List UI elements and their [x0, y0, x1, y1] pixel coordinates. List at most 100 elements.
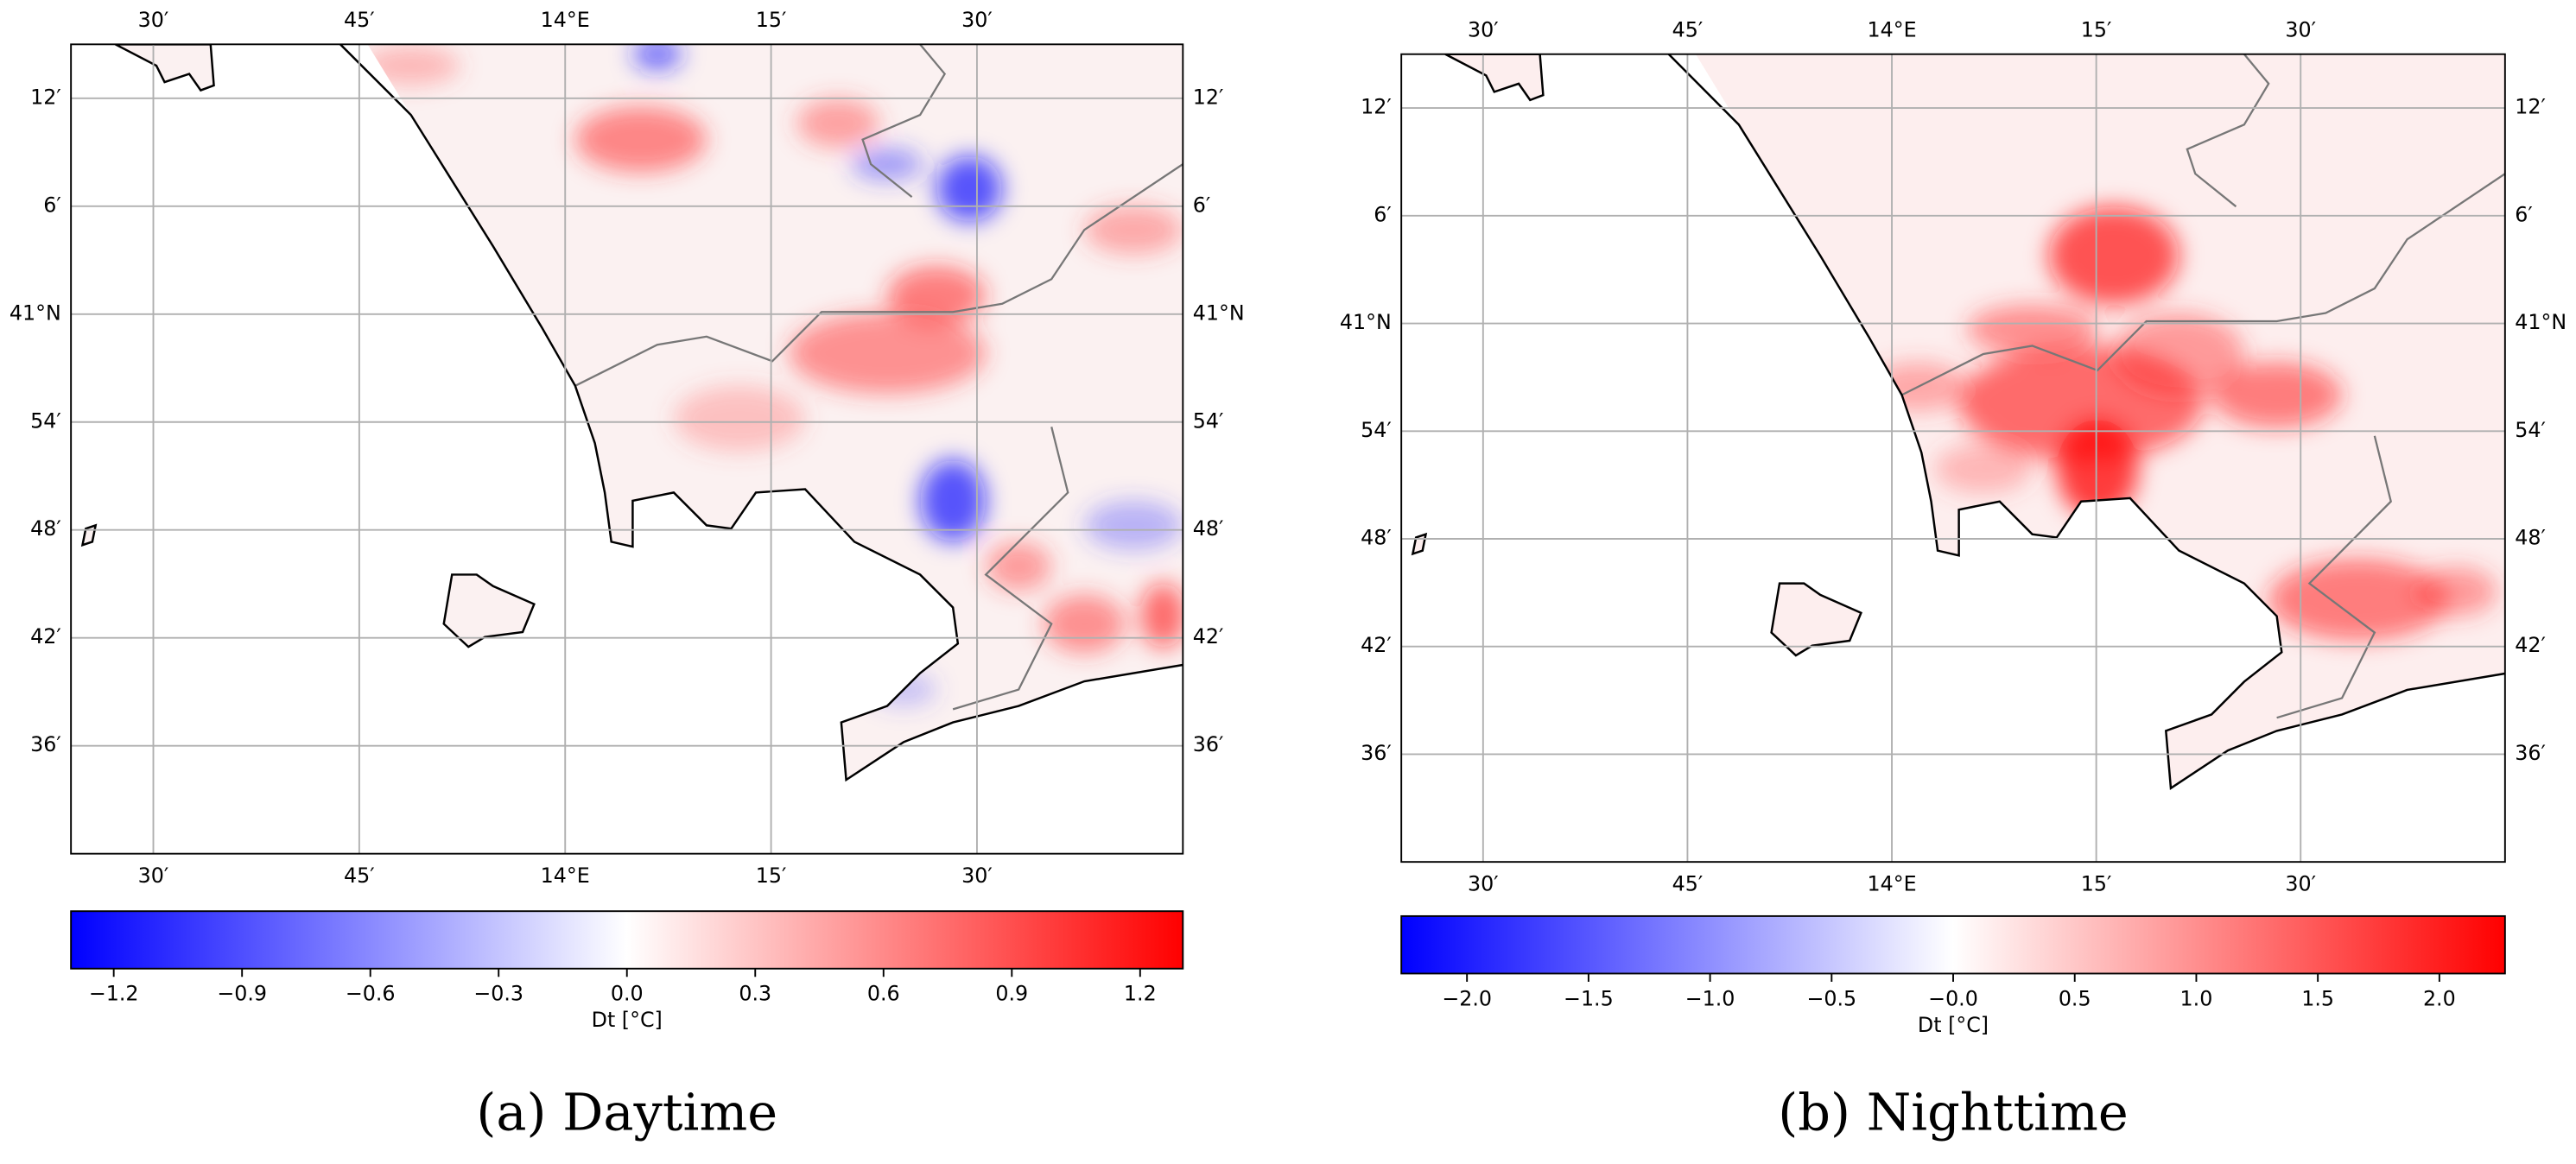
y-tick-label: 54′	[2515, 418, 2546, 442]
map-geometry	[71, 44, 1183, 854]
x-tick-label: 45′	[344, 864, 375, 888]
y-tick-label: 54′	[1361, 418, 1392, 442]
sea-mask	[71, 44, 1183, 854]
x-tick-label: 30′	[2285, 871, 2316, 895]
colorbar-tick-label: 2.0	[2423, 986, 2456, 1010]
x-tick-label: 14°E	[1867, 18, 1916, 42]
colorbar-tick-label: 0.5	[2059, 986, 2091, 1010]
island-outline	[80, 523, 98, 547]
island-fill	[1445, 54, 1544, 100]
coastline	[1667, 54, 2505, 790]
x-tick-label: 15′	[756, 8, 787, 32]
field-blob	[574, 106, 707, 173]
y-tick-label: 42′	[1361, 633, 1392, 657]
island-outline	[114, 44, 215, 92]
y-tick-label: 48′	[1193, 516, 1224, 541]
admin-border	[861, 44, 947, 199]
field-blob	[1967, 305, 2098, 354]
y-tick-label: 41°N	[2515, 310, 2566, 334]
x-tick-label: 45′	[1672, 18, 1704, 42]
colorbar: −2.0 −1.5 −1.0 −0.5 −0.0 0.5 1.0 1.5 2.0 Dt [°C]	[1400, 914, 2506, 1037]
y-tick-label: 12′	[2515, 95, 2546, 119]
x-tick-label: 14°E	[541, 8, 590, 32]
x-tick-label: 30′	[1468, 18, 1499, 42]
admin-border	[2276, 435, 2392, 719]
colorbar-tick-label: −0.5	[1806, 986, 1856, 1010]
y-tick-label: 6′	[1374, 202, 1392, 226]
admin-border	[2186, 54, 2270, 208]
map-geometry	[1401, 54, 2505, 863]
x-tick-label: 30′	[961, 8, 993, 32]
admin-border	[1901, 173, 2505, 396]
map-frame	[1400, 53, 2506, 864]
x-tick-label: 30′	[2285, 18, 2316, 42]
x-tick-label: 15′	[756, 864, 787, 888]
x-tick-label: 14°E	[1867, 871, 1916, 895]
island-outline	[1444, 54, 1545, 102]
field-blob	[789, 312, 987, 395]
x-tick-label: 15′	[2081, 18, 2112, 42]
y-tick-label: 41°N	[10, 300, 61, 325]
y-tick-label: 48′	[2515, 525, 2546, 549]
field-blob	[632, 44, 682, 71]
colorbar-tick-label: −0.6	[346, 982, 396, 1006]
field-blob	[2415, 566, 2497, 617]
y-tick-label: 36′	[30, 732, 61, 756]
y-tick-label: 48′	[30, 516, 61, 541]
x-tick-label: 30′	[961, 864, 993, 888]
island-outline	[1770, 582, 1862, 657]
map-area	[71, 44, 1183, 854]
x-tick-label: 45′	[1672, 871, 1704, 895]
colorbar-tick-label: 0.9	[995, 982, 1028, 1006]
colorbar-tick-label: −1.0	[1685, 986, 1735, 1010]
y-tick-label: 48′	[1361, 525, 1392, 549]
colorbar-tick-label: −1.2	[89, 982, 139, 1006]
colorbar-tick-label: −0.9	[217, 982, 267, 1006]
y-tick-label: 54′	[30, 408, 61, 433]
y-tick-label: 36′	[2515, 741, 2546, 765]
x-tick-label: 30′	[1468, 871, 1499, 895]
field-blob	[1139, 582, 1183, 648]
island-outline	[442, 573, 536, 648]
colorbar-tick-label: 1.0	[2180, 986, 2213, 1010]
y-tick-label: 12′	[1361, 95, 1392, 119]
field-blob	[1084, 205, 1183, 255]
y-tick-label: 6′	[1193, 193, 1211, 217]
y-tick-label: 41°N	[1340, 310, 1392, 334]
y-tick-label: 12′	[30, 85, 61, 109]
map-panel: 30′ 30′ 45′ 45′ 14°E 14°E 15′ 15′ 30′ 30′ 12′ 12′ 6′…	[10, 8, 1245, 888]
colorbar-tick-label: −0.0	[1928, 986, 1978, 1010]
y-tick-label: 42′	[2515, 633, 2546, 657]
x-tick-label: 14°E	[541, 864, 590, 888]
map-area	[1401, 54, 2505, 863]
colorbar-ramp	[70, 910, 1184, 970]
admin-border	[574, 163, 1183, 387]
colorbar-tick-label: 1.5	[2301, 986, 2334, 1010]
field-blob	[2048, 206, 2179, 306]
y-tick-label: 42′	[30, 624, 61, 648]
field-blob	[1084, 500, 1183, 550]
field-blob	[936, 155, 1003, 222]
admin-border	[952, 427, 1069, 711]
map-panel: 30′ 30′ 45′ 45′ 14°E 14°E 15′ 15′ 30′ 30′ 12′ 12′ 6′…	[1340, 18, 2566, 896]
colorbar-ramp	[1400, 914, 2506, 975]
field-blob	[2056, 419, 2139, 518]
panel-caption: (a) Daytime	[476, 1082, 777, 1142]
sea-mask	[1401, 54, 2505, 863]
island-fill	[443, 574, 535, 648]
coastline	[339, 44, 1183, 782]
colorbar-label: Dt [°C]	[1918, 1013, 1989, 1037]
map-frame	[70, 43, 1184, 855]
y-tick-label: 42′	[1193, 624, 1224, 648]
x-tick-label: 15′	[2081, 871, 2112, 895]
field-blob	[986, 541, 1052, 591]
colorbar-tick-label: −0.3	[473, 982, 523, 1006]
x-tick-label: 45′	[344, 8, 375, 32]
y-tick-label: 41°N	[1193, 300, 1245, 325]
y-tick-label: 36′	[1361, 741, 1392, 765]
colorbar-tick-label: −1.5	[1564, 986, 1614, 1010]
field-blob	[851, 148, 923, 181]
colorbar-tick-label: −2.0	[1442, 986, 1492, 1010]
field-blob	[2211, 362, 2343, 428]
